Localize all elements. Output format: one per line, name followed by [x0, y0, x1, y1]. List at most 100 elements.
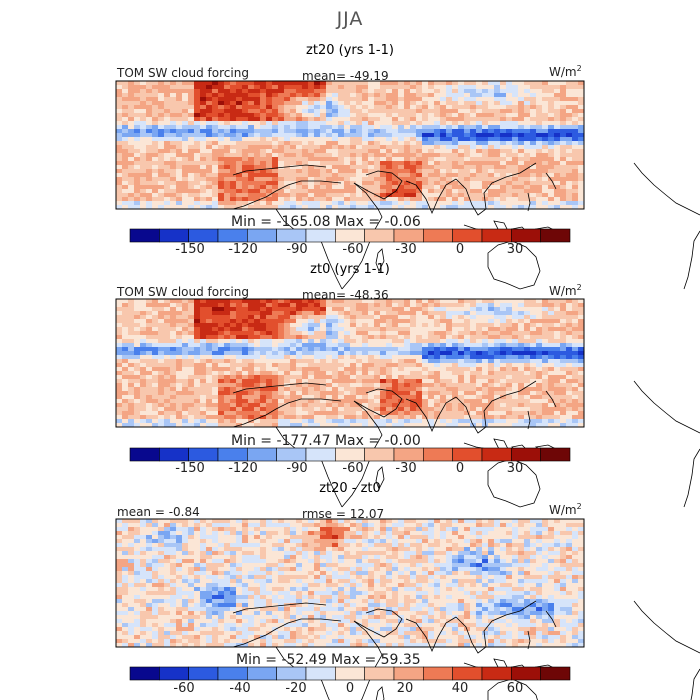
- map-cell: [338, 81, 345, 86]
- map-cell: [326, 367, 333, 372]
- map-cell: [404, 201, 411, 206]
- map-cell: [392, 339, 399, 344]
- map-cell: [338, 113, 345, 118]
- map-cell: [524, 343, 531, 348]
- map-cell: [476, 93, 483, 98]
- map-cell: [458, 387, 465, 392]
- map-cell: [254, 153, 261, 158]
- map-cell: [518, 157, 525, 162]
- map-cell: [452, 315, 459, 320]
- map-cell: [386, 201, 393, 206]
- map-cell: [122, 363, 129, 368]
- map-cell: [362, 319, 369, 324]
- map-cell: [416, 319, 423, 324]
- map-cell: [410, 101, 417, 106]
- map-cell: [146, 387, 153, 392]
- map-cell: [122, 105, 129, 110]
- map-cell: [230, 169, 237, 174]
- map-cell: [326, 145, 333, 150]
- map-cell: [398, 177, 405, 182]
- map-cell: [572, 165, 579, 170]
- map-cell: [194, 93, 201, 98]
- map-cell: [254, 117, 261, 122]
- map-cell: [524, 129, 531, 134]
- map-cell: [260, 383, 267, 388]
- map-cell: [170, 109, 177, 114]
- map-cell: [566, 125, 573, 130]
- map-cell: [170, 375, 177, 380]
- map-cell: [272, 85, 279, 90]
- map-cell: [386, 125, 393, 130]
- map-cell: [302, 331, 309, 336]
- map-cell: [116, 85, 123, 90]
- map-cell: [542, 327, 549, 332]
- map-cell: [194, 201, 201, 206]
- map-cell: [488, 137, 495, 142]
- map-cell: [176, 419, 183, 424]
- map-cell: [326, 335, 333, 340]
- map-cell: [404, 307, 411, 312]
- map-cell: [188, 81, 195, 86]
- map-cell: [332, 415, 339, 420]
- map-cell: [248, 121, 255, 126]
- map-cell: [314, 299, 321, 304]
- map-cell: [524, 81, 531, 86]
- map-cell: [116, 403, 123, 408]
- map-cell: [308, 363, 315, 368]
- map-cell: [464, 149, 471, 154]
- map-cell: [128, 121, 135, 126]
- map-cell: [554, 343, 561, 348]
- map-cell: [188, 85, 195, 90]
- map-cell: [548, 311, 555, 316]
- map-cell: [476, 149, 483, 154]
- map-cell: [422, 299, 429, 304]
- map-cell: [530, 419, 537, 424]
- map-cell: [200, 371, 207, 376]
- map-cell: [560, 375, 567, 380]
- map-cell: [482, 197, 489, 202]
- map-cell: [230, 149, 237, 154]
- map-cell: [380, 319, 387, 324]
- map-cell: [236, 125, 243, 130]
- map-cell: [524, 109, 531, 114]
- map-cell: [338, 383, 345, 388]
- map-cell: [524, 383, 531, 388]
- map-cell: [512, 375, 519, 380]
- map-cell: [212, 181, 219, 186]
- map-cell: [284, 189, 291, 194]
- map-cell: [548, 101, 555, 106]
- map-cell: [374, 391, 381, 396]
- map-cell: [476, 323, 483, 328]
- map-cell: [494, 173, 501, 178]
- map-cell: [512, 351, 519, 356]
- map-cell: [482, 89, 489, 94]
- map-cell: [146, 319, 153, 324]
- map-cell: [182, 311, 189, 316]
- map-cell: [356, 383, 363, 388]
- map-cell: [476, 169, 483, 174]
- map-cell: [164, 395, 171, 400]
- map-cell: [524, 105, 531, 110]
- map-cell: [230, 319, 237, 324]
- colorbar-1-swatch: [393, 228, 424, 243]
- colorbar-1-swatch: [423, 228, 453, 243]
- map-cell: [194, 161, 201, 166]
- panel-2-field-label: TOM SW cloud forcing: [117, 285, 249, 299]
- map-cell: [392, 89, 399, 94]
- map-cell: [542, 109, 549, 114]
- map-cell: [236, 339, 243, 344]
- map-cell: [452, 343, 459, 348]
- map-cell: [518, 185, 525, 190]
- map-cell: [266, 145, 273, 150]
- map-cell: [506, 399, 513, 404]
- map-cell: [308, 205, 315, 210]
- map-cell: [344, 165, 351, 170]
- map-cell: [512, 319, 519, 324]
- map-cell: [140, 141, 147, 146]
- map-cell: [326, 395, 333, 400]
- coastline: [545, 172, 557, 190]
- map-cell: [326, 359, 333, 364]
- map-cell: [332, 189, 339, 194]
- map-cell: [194, 173, 201, 178]
- map-cell: [344, 129, 351, 134]
